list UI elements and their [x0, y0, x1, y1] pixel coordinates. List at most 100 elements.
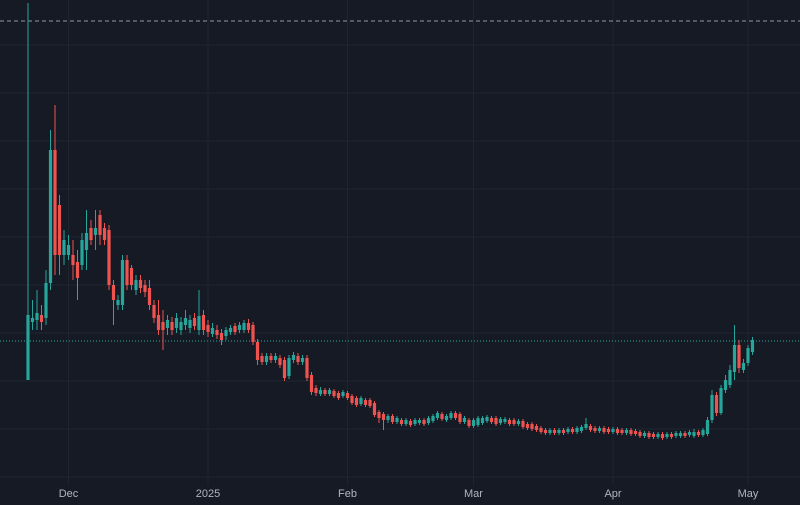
candle-body — [156, 315, 161, 330]
candle-body — [359, 398, 363, 404]
candle-body — [377, 412, 381, 418]
candle-body — [246, 323, 251, 330]
candle-body — [584, 424, 588, 428]
candle-body — [683, 433, 687, 436]
candle-body — [417, 420, 422, 423]
x-tick-label: 2025 — [196, 488, 220, 500]
candle-body — [543, 430, 548, 433]
candle-body — [215, 330, 219, 335]
candle-body — [98, 215, 102, 235]
candle-body — [345, 393, 350, 398]
candle-body — [728, 370, 732, 385]
candle-body — [399, 420, 404, 424]
candle-body — [80, 240, 84, 265]
candle-body — [35, 313, 39, 320]
candle-body — [732, 345, 737, 372]
candle-body — [147, 288, 152, 305]
candle-body — [710, 395, 714, 420]
candle-body — [48, 150, 53, 283]
candle-body — [512, 420, 516, 424]
candle-body — [84, 233, 89, 250]
candle-body — [656, 434, 660, 437]
candle-body — [588, 426, 593, 430]
candle-body — [206, 325, 210, 332]
candle-body — [404, 420, 408, 424]
candle-body — [593, 428, 597, 431]
candle-body — [606, 429, 611, 432]
candle-body — [255, 342, 260, 360]
candle-body — [111, 285, 116, 300]
candle-body — [467, 420, 471, 426]
candle-body — [530, 424, 534, 429]
candle-body — [134, 280, 138, 290]
candle-body — [750, 340, 755, 352]
candle-body — [611, 429, 615, 432]
candle-body — [129, 268, 134, 285]
candle-body — [674, 433, 678, 436]
candle-body — [431, 416, 435, 421]
candle-body — [426, 418, 431, 423]
candle-body — [174, 318, 179, 328]
candle-body — [579, 427, 584, 431]
candle-body — [44, 283, 48, 318]
candle-body — [278, 358, 282, 365]
candle-body — [534, 426, 539, 430]
candle-body — [390, 416, 395, 422]
candle-body — [287, 358, 291, 376]
horizontal-grid — [0, 44, 800, 478]
candle-body — [413, 420, 417, 424]
x-tick-label: Mar — [464, 488, 483, 500]
candle-body — [476, 418, 480, 425]
candle-body — [39, 315, 44, 322]
candle-body — [552, 430, 557, 433]
candle-body — [323, 390, 327, 394]
candle-body — [188, 320, 192, 328]
candles — [26, 3, 755, 440]
candle-body — [314, 388, 318, 393]
candle-body — [264, 356, 269, 362]
candle-body — [260, 356, 264, 362]
candle-body — [494, 418, 498, 424]
candle-body — [332, 391, 336, 396]
candle-body — [422, 420, 426, 424]
candle-body — [372, 403, 377, 415]
candle-body — [309, 375, 314, 392]
candle-body — [296, 356, 300, 362]
x-tick-label: Feb — [338, 488, 357, 500]
candle-body — [498, 419, 503, 423]
x-tick-label: May — [738, 488, 759, 500]
candle-body — [228, 328, 233, 332]
candle-body — [485, 417, 489, 421]
candle-body — [66, 245, 71, 255]
candle-body — [462, 418, 467, 422]
candle-body — [273, 356, 278, 360]
candle-body — [669, 434, 674, 437]
candle-body — [737, 345, 741, 368]
candle-body — [575, 428, 579, 432]
candle-body — [192, 318, 197, 326]
candle-body — [138, 280, 143, 288]
candle-body — [507, 420, 512, 424]
candle-body — [197, 316, 201, 330]
candle-body — [107, 230, 111, 285]
candle-body — [723, 380, 728, 390]
candle-body — [624, 430, 629, 433]
candle-body — [291, 355, 296, 360]
candle-body — [170, 322, 174, 330]
candle-body — [152, 305, 156, 318]
candle-body — [53, 150, 57, 255]
candle-body — [633, 431, 638, 434]
candle-body — [705, 420, 710, 434]
candle-body — [539, 428, 543, 432]
candle-body — [179, 322, 183, 330]
candle-body — [620, 430, 624, 433]
candle-body — [30, 318, 35, 322]
candle-body — [327, 390, 332, 394]
candle-body — [300, 358, 305, 362]
candle-body — [386, 416, 390, 420]
candle-body — [305, 358, 309, 378]
candle-body — [210, 328, 215, 334]
candle-body — [453, 413, 458, 418]
candle-body — [350, 396, 354, 403]
candle-body — [120, 260, 125, 305]
